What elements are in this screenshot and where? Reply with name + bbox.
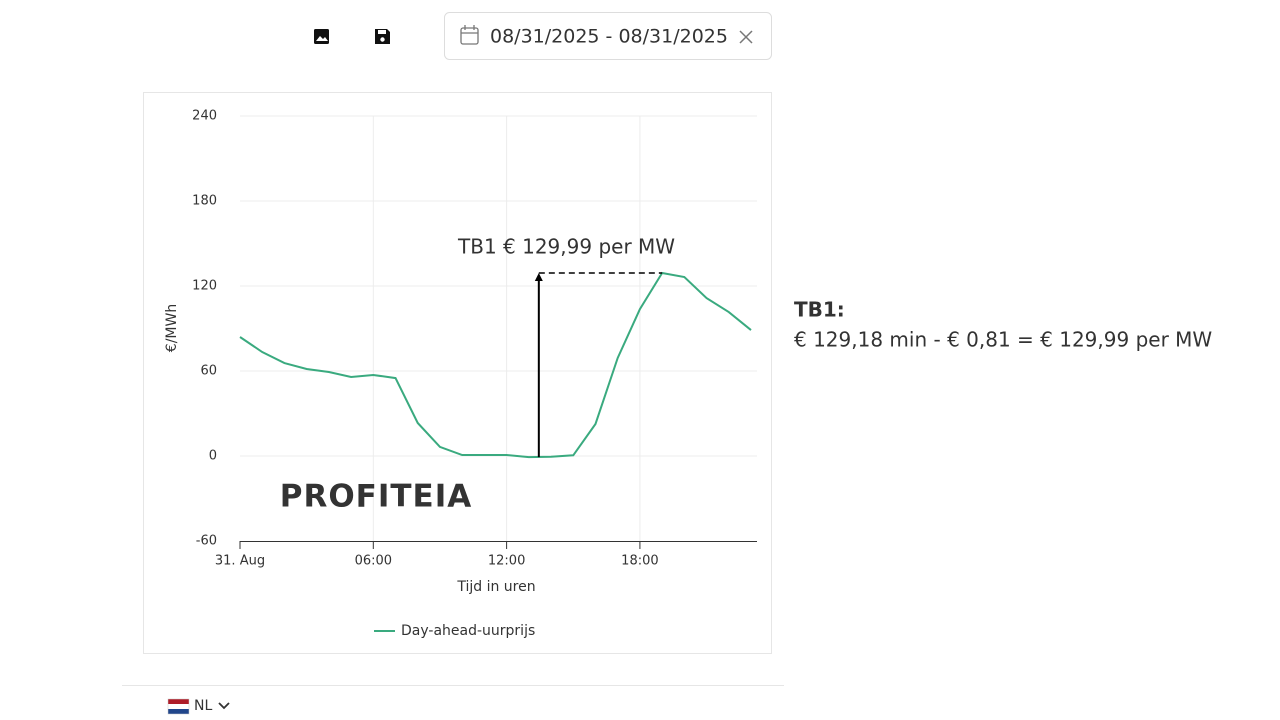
chart: -60 0 60 120 180 240 31. Aug 06:00 12:00 18:00 Tij…	[164, 109, 757, 639]
date-range: 08/31/2025 - 08/31/2025	[490, 26, 728, 48]
date-range-picker[interactable]: 08/31/2025 - 08/31/2025	[444, 12, 772, 60]
x-axis-title: Tijd in uren	[456, 579, 535, 595]
save-button[interactable]	[375, 29, 390, 44]
y-tick-label: 120	[192, 279, 217, 294]
image-button[interactable]	[314, 29, 329, 44]
x-tick-label: 06:00	[355, 554, 392, 569]
data-line	[239, 271, 752, 459]
annotation-label: TB1 € 129,99 per MW	[457, 235, 675, 259]
y-tick-label: 60	[200, 364, 217, 379]
x-tick-label: 31. Aug	[215, 554, 265, 569]
watermark: PROFITEIA	[280, 479, 473, 515]
clear-button[interactable]	[739, 30, 753, 44]
chart-frame	[143, 92, 772, 654]
y-tick-label: 180	[192, 194, 217, 209]
y-tick-label: 0	[209, 449, 217, 464]
y-tick-label: -60	[196, 534, 217, 549]
side-note-title: TB1:	[794, 298, 845, 322]
language-label: NL	[194, 698, 212, 714]
side-note-text: € 129,18 min - € 0,81 = € 129,99 per MW	[794, 328, 1212, 352]
language-selector[interactable]: NL	[167, 698, 230, 715]
y-axis-title: €/MWh	[164, 304, 180, 352]
legend-label: Day-ahead-uurprijs	[401, 623, 535, 639]
x-tick-label: 12:00	[488, 554, 525, 569]
x-tick-label: 18:00	[621, 554, 658, 569]
y-tick-label: 240	[192, 109, 217, 124]
arrow-head	[534, 272, 543, 281]
